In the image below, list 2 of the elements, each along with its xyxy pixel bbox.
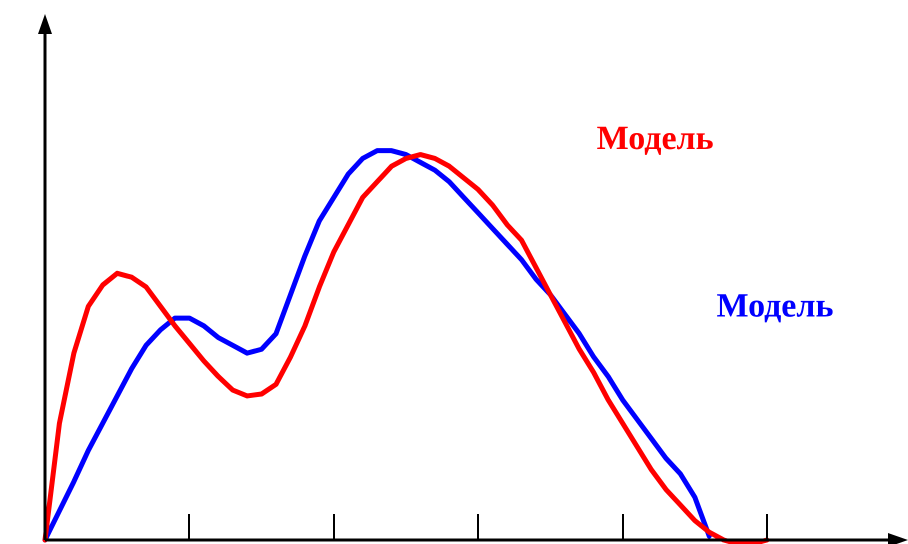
text: Модель (716, 288, 834, 325)
text: Модель (596, 120, 714, 157)
